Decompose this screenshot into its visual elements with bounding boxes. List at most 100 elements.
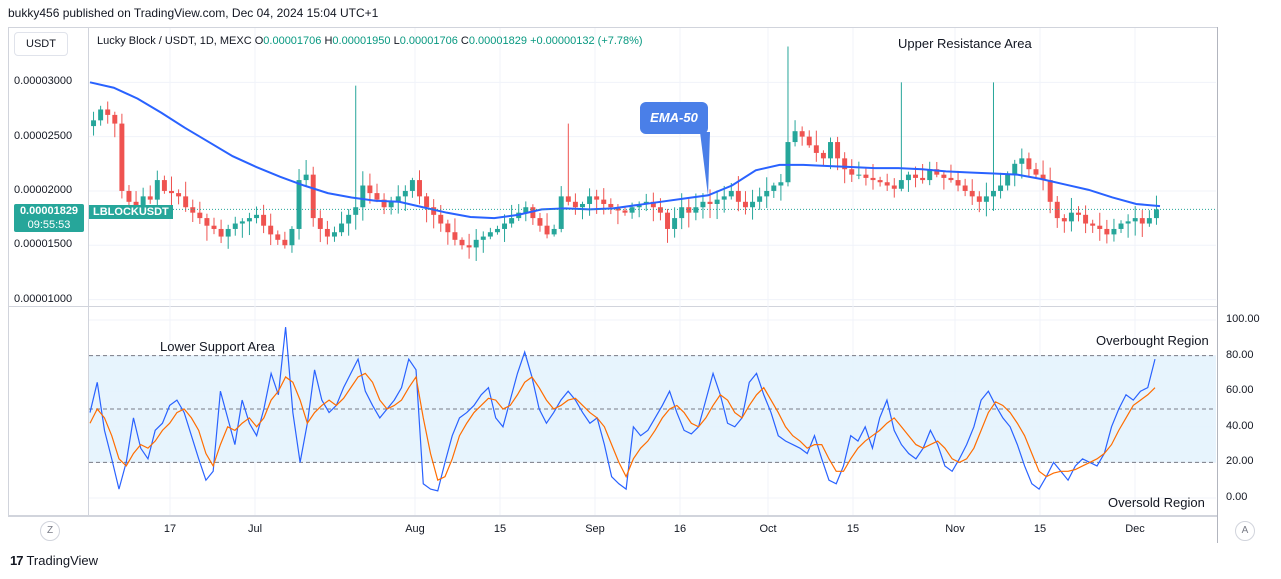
candle-body — [622, 210, 628, 213]
candle — [778, 173, 784, 201]
candle — [353, 85, 359, 230]
candle-body — [523, 207, 529, 213]
candle-body — [714, 199, 720, 204]
candle — [863, 167, 869, 186]
candle-body — [544, 225, 550, 235]
candle — [98, 105, 104, 126]
candle-body — [969, 190, 975, 197]
ema-pointer — [700, 132, 710, 196]
candle — [764, 177, 770, 208]
candle — [1083, 205, 1089, 234]
candle — [976, 191, 982, 213]
candle-body — [438, 214, 444, 224]
candle — [289, 226, 295, 253]
candle-body — [126, 190, 132, 202]
candle-body — [955, 180, 961, 186]
currency-unit-button[interactable]: USDT — [14, 32, 68, 56]
candle — [324, 220, 330, 245]
candle-body — [1146, 218, 1152, 224]
candle-body — [296, 180, 302, 229]
candle-body — [587, 196, 593, 204]
candle — [409, 177, 415, 198]
candle — [898, 82, 904, 192]
candle-body — [983, 196, 989, 202]
candle — [530, 204, 536, 225]
candle — [1090, 219, 1096, 233]
annotation-lower: Lower Support Area — [160, 339, 275, 354]
candle-body — [232, 223, 238, 229]
candle — [1012, 159, 1018, 187]
ema-callout: EMA-50 — [640, 102, 708, 134]
candle — [650, 192, 656, 222]
candle-body — [176, 193, 182, 197]
candle-body — [1125, 221, 1131, 224]
candle-body — [324, 228, 330, 237]
candle — [920, 163, 926, 184]
candle-body — [707, 201, 713, 204]
symbol-tag: LBLOCKUSDT — [89, 205, 173, 219]
timezone-button[interactable]: Z — [40, 521, 60, 541]
candle-body — [962, 185, 968, 191]
candle-body — [459, 239, 465, 246]
candle-body — [211, 225, 217, 229]
candle — [183, 181, 189, 212]
candle — [551, 224, 557, 237]
candle — [197, 201, 203, 224]
candle-body — [934, 169, 940, 175]
price-tick-label: 0.00002500 — [14, 129, 73, 142]
candle — [381, 193, 387, 215]
bar-countdown: 09:55:53 — [27, 219, 71, 231]
candle — [672, 207, 678, 238]
candle — [176, 189, 182, 205]
auto-scale-button[interactable]: A — [1235, 521, 1255, 541]
candle — [1054, 196, 1060, 228]
candle-body — [572, 201, 578, 208]
candle — [544, 213, 550, 239]
brand: 17 TradingView — [10, 553, 98, 568]
candle — [395, 185, 401, 214]
right-axis-border — [1217, 27, 1218, 543]
candle — [360, 171, 366, 221]
candle — [998, 172, 1004, 199]
candle-body — [615, 207, 621, 211]
candle-body — [331, 232, 337, 237]
candle — [927, 161, 933, 186]
stoch-levels — [89, 355, 1216, 463]
candle-body — [778, 182, 784, 186]
candle — [1047, 167, 1053, 214]
candle-body — [679, 207, 685, 219]
candle — [232, 216, 238, 236]
candle-body — [537, 218, 543, 226]
candle — [742, 191, 748, 215]
candle-body — [190, 207, 196, 213]
candle — [112, 111, 118, 138]
candle-body — [310, 174, 316, 219]
candle-body — [360, 185, 366, 208]
time-tick-label: Sep — [585, 523, 605, 535]
candle — [1061, 214, 1067, 233]
candle — [665, 208, 670, 243]
candle-body — [409, 180, 415, 191]
candle-body — [870, 177, 876, 181]
pane-separator[interactable] — [8, 306, 1217, 307]
candle-body — [672, 218, 678, 229]
candle-body — [1153, 209, 1159, 219]
candle — [714, 190, 720, 220]
candle-body — [849, 169, 855, 175]
candle-body — [183, 196, 189, 208]
candle-body — [1118, 223, 1124, 229]
candle-body — [835, 142, 841, 159]
candle-body — [1132, 218, 1138, 222]
candle — [417, 170, 422, 205]
time-tick-label: 15 — [1033, 523, 1047, 535]
candle-body — [1012, 163, 1018, 175]
candle-body — [509, 218, 515, 224]
candle — [1040, 160, 1046, 191]
candle — [792, 120, 798, 147]
candle — [955, 170, 961, 192]
candle — [835, 136, 841, 171]
candle-body — [169, 190, 174, 194]
candle — [480, 231, 486, 253]
price-tick-label: 0.00002000 — [14, 183, 73, 196]
